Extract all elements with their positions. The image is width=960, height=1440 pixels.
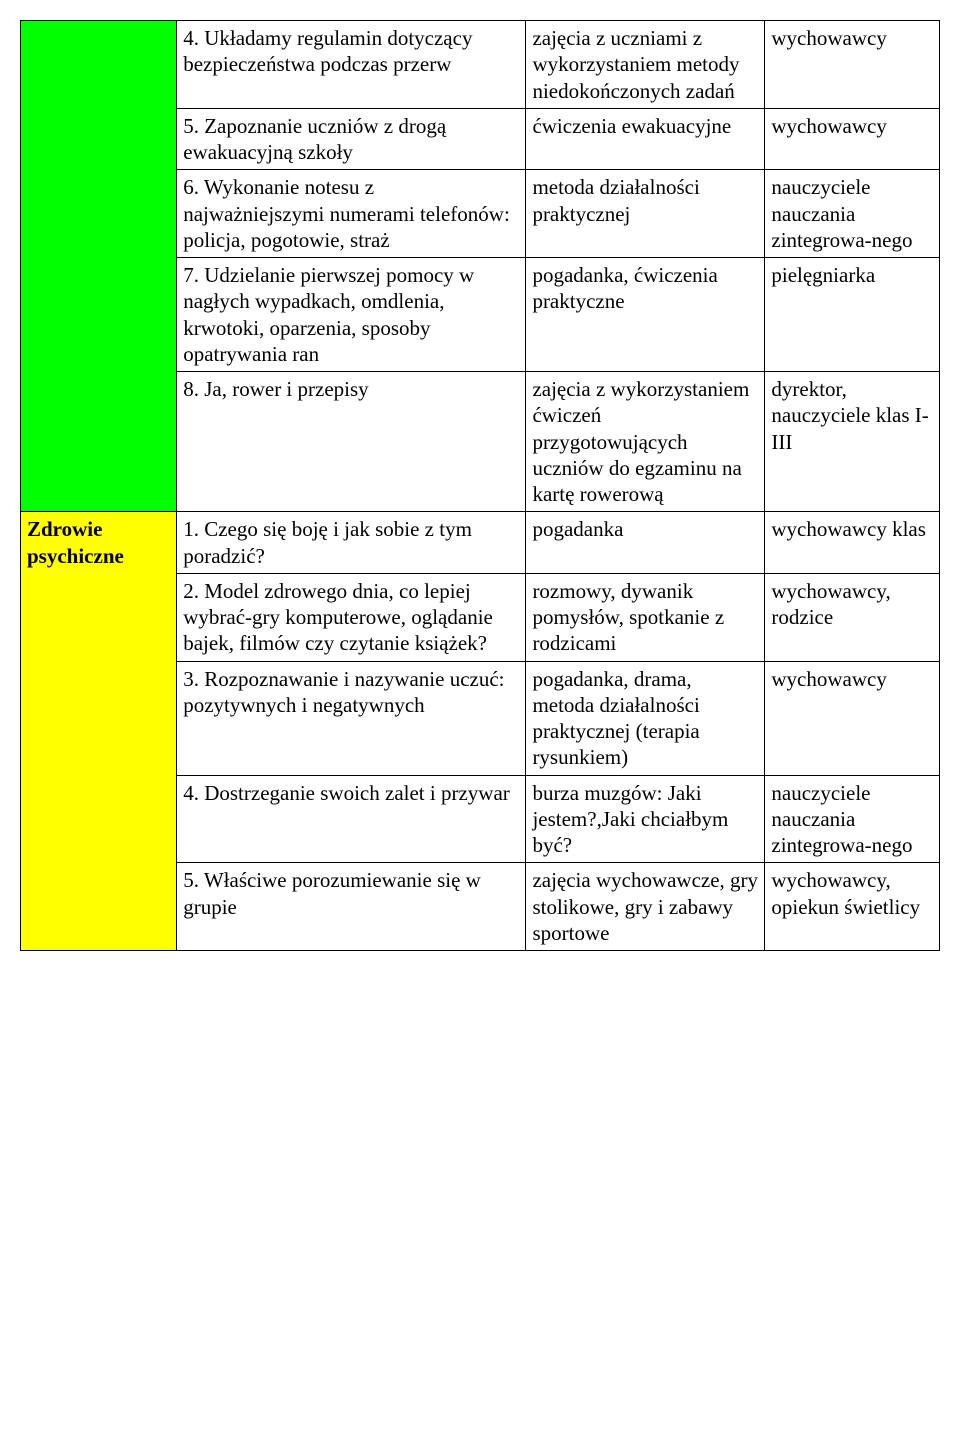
table-row: 4. Układamy regulamin dotyczący bezpiecz… xyxy=(21,21,940,109)
category-cell xyxy=(21,21,177,512)
responsible-cell: wychowawcy klas xyxy=(765,512,940,574)
topic-cell: 5. Zapoznanie uczniów z drogą ewakuacyjn… xyxy=(177,108,526,170)
responsible-cell: wychowawcy, opiekun świetlicy xyxy=(765,863,940,951)
topic-cell: 3. Rozpoznawanie i nazywanie uczuć: pozy… xyxy=(177,661,526,775)
category-cell: Zdrowie psychiczne xyxy=(21,512,177,951)
topic-cell: 2. Model zdrowego dnia, co lepiej wybrać… xyxy=(177,573,526,661)
topic-cell: 4. Układamy regulamin dotyczący bezpiecz… xyxy=(177,21,526,109)
curriculum-table: 4. Układamy regulamin dotyczący bezpiecz… xyxy=(20,20,940,951)
method-cell: burza muzgów: Jaki jestem?,Jaki chciałby… xyxy=(526,775,765,863)
method-cell: ćwiczenia ewakuacyjne xyxy=(526,108,765,170)
topic-cell: 8. Ja, rower i przepisy xyxy=(177,372,526,512)
method-cell: zajęcia wychowawcze, gry stolikowe, gry … xyxy=(526,863,765,951)
responsible-cell: pielęgniarka xyxy=(765,258,940,372)
responsible-cell: wychowawcy xyxy=(765,108,940,170)
responsible-cell: wychowawcy, rodzice xyxy=(765,573,940,661)
responsible-cell: wychowawcy xyxy=(765,661,940,775)
topic-cell: 5. Właściwe porozumiewanie się w grupie xyxy=(177,863,526,951)
method-cell: zajęcia z uczniami z wykorzystaniem meto… xyxy=(526,21,765,109)
topic-cell: 1. Czego się boję i jak sobie z tym pora… xyxy=(177,512,526,574)
method-cell: pogadanka xyxy=(526,512,765,574)
responsible-cell: dyrektor, nauczyciele klas I-III xyxy=(765,372,940,512)
method-cell: metoda działalności praktycznej xyxy=(526,170,765,258)
responsible-cell: wychowawcy xyxy=(765,21,940,109)
method-cell: rozmowy, dywanik pomysłów, spotkanie z r… xyxy=(526,573,765,661)
responsible-cell: nauczyciele nauczania zintegrowa-nego xyxy=(765,775,940,863)
method-cell: pogadanka, drama, metoda działalności pr… xyxy=(526,661,765,775)
topic-cell: 6. Wykonanie notesu z najważniejszymi nu… xyxy=(177,170,526,258)
topic-cell: 4. Dostrzeganie swoich zalet i przywar xyxy=(177,775,526,863)
topic-cell: 7. Udzielanie pierwszej pomocy w nagłych… xyxy=(177,258,526,372)
method-cell: pogadanka, ćwiczenia praktyczne xyxy=(526,258,765,372)
method-cell: zajęcia z wykorzystaniem ćwiczeń przygot… xyxy=(526,372,765,512)
table-row: Zdrowie psychiczne 1. Czego się boję i j… xyxy=(21,512,940,574)
responsible-cell: nauczyciele nauczania zintegrowa-nego xyxy=(765,170,940,258)
